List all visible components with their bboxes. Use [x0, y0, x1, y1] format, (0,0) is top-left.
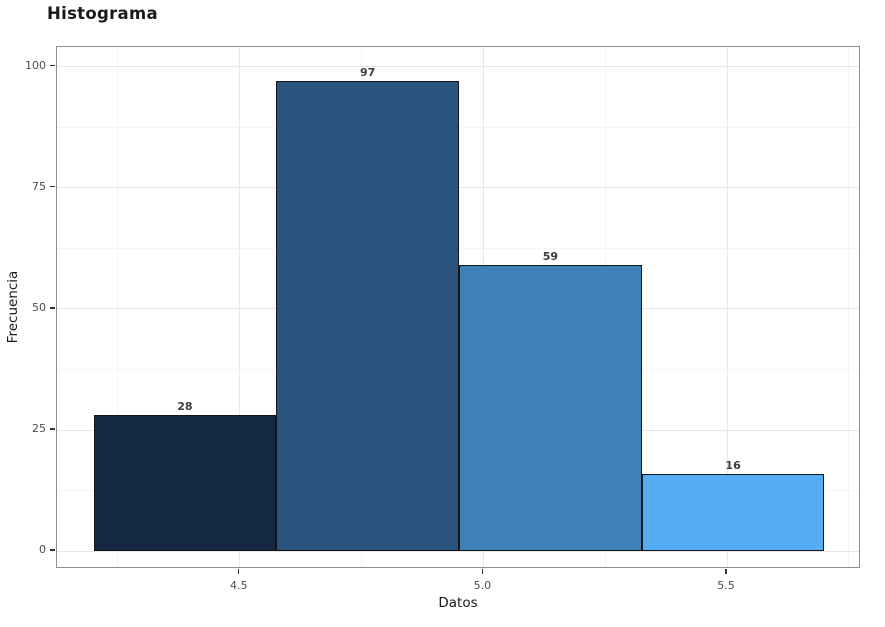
- bar-value-label: 28: [177, 400, 193, 414]
- bar-value-label: 97: [359, 66, 376, 80]
- y-axis-tick: [50, 549, 55, 551]
- x-axis-tick: [481, 569, 483, 574]
- y-axis-tick-label: 25: [32, 422, 46, 436]
- major-gridline-vertical: [239, 47, 241, 567]
- plot-panel: 28 97 59 16: [56, 46, 860, 568]
- major-gridline-horizontal: [57, 66, 859, 68]
- minor-gridline-vertical: [848, 47, 850, 567]
- y-axis-tick: [50, 186, 55, 188]
- x-axis-tick-label: 4.5: [229, 579, 248, 592]
- x-axis-tick-label: 5.0: [473, 579, 492, 592]
- histogram-bar-2: [276, 81, 459, 552]
- x-axis-tick: [238, 569, 240, 574]
- x-axis-tick: [725, 569, 727, 574]
- bar-value-label: 16: [725, 458, 741, 472]
- y-axis-tick-label: 50: [32, 300, 46, 314]
- histogram-bar-1: [93, 415, 277, 552]
- x-axis-label: Datos: [438, 595, 478, 611]
- x-axis-tick-label: 5.5: [717, 579, 735, 592]
- y-axis-tick: [50, 307, 55, 309]
- bar-value-label: 59: [542, 250, 559, 264]
- y-axis-tick: [50, 428, 55, 430]
- y-axis-tick-label: 100: [25, 58, 46, 72]
- minor-gridline-vertical: [117, 47, 119, 567]
- chart-title: Histograma: [47, 4, 158, 23]
- major-gridline-horizontal: [57, 550, 859, 552]
- histogram-bar-4: [641, 473, 825, 552]
- major-gridline-vertical: [726, 47, 728, 567]
- y-axis-tick-label: 0: [39, 543, 46, 557]
- y-axis-tick-label: 75: [32, 179, 46, 193]
- histogram-bar-3: [459, 265, 642, 552]
- y-axis-tick: [50, 65, 55, 67]
